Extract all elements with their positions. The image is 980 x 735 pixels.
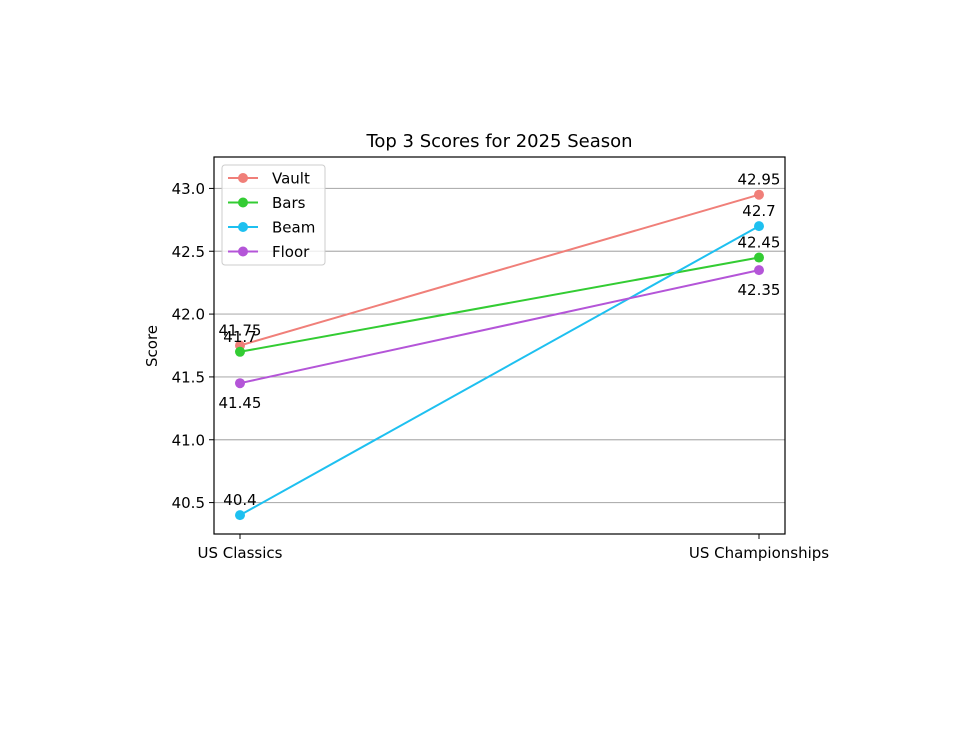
- legend-box: [221, 164, 326, 266]
- y-tick-label: 42.0: [172, 306, 205, 324]
- data-label-vault: 41.75: [219, 322, 262, 340]
- series-line-beam: [239, 225, 760, 517]
- data-label-beam: 40.4: [223, 491, 256, 509]
- y-axis-label: Score: [143, 325, 161, 367]
- y-tick-label: 41.0: [172, 431, 205, 449]
- y-tick-label: 43.0: [172, 180, 205, 198]
- data-label-floor: 41.45: [219, 394, 262, 412]
- data-point-beam: [235, 510, 245, 521]
- data-point-bars: [754, 252, 764, 263]
- x-tick-label: US Classics: [198, 544, 283, 562]
- plot-area-frame: [213, 156, 786, 535]
- axis-ticks: 40.5 41.0 41.5 42.0 42.5 43.0 US Classics US Ch…: [172, 180, 830, 562]
- series-line-vault: [239, 193, 760, 347]
- legend-label-floor: Floor: [272, 243, 310, 261]
- legend: Vault Bars Beam Floor: [221, 164, 326, 266]
- legend-marker-floor: [238, 246, 248, 257]
- data-point-vault: [754, 189, 764, 200]
- legend-marker-vault: [238, 173, 248, 183]
- data-label-beam: 42.7: [742, 202, 775, 220]
- legend-marker-bars: [238, 197, 248, 208]
- data-label-floor: 42.35: [738, 281, 781, 299]
- x-tick-label: US Championships: [689, 544, 829, 562]
- y-tick-label: 40.5: [172, 494, 205, 512]
- legend-label-bars: Bars: [272, 194, 306, 212]
- chart-title: Top 3 Scores for 2025 Season: [365, 131, 632, 152]
- data-labels: 41.75 42.95 41.7 42.45 40.4 42.7 41.45 42.35: [219, 171, 781, 509]
- y-tick-label: 41.5: [172, 368, 205, 386]
- data-label-vault: 42.95: [738, 171, 781, 189]
- data-point-floor: [235, 378, 245, 389]
- legend-label-vault: Vault: [272, 170, 310, 188]
- data-label-bars: 41.7: [223, 328, 256, 346]
- legend-label-beam: Beam: [272, 219, 315, 237]
- series-line-floor: [239, 269, 760, 385]
- series-line-bars: [239, 256, 760, 353]
- legend-marker-beam: [238, 222, 248, 232]
- data-point-bars: [235, 346, 245, 357]
- data-point-floor: [754, 265, 764, 276]
- data-point-beam: [754, 221, 764, 232]
- y-tick-label: 42.5: [172, 243, 205, 261]
- data-label-bars: 42.45: [738, 234, 781, 252]
- series-layer: [235, 189, 764, 521]
